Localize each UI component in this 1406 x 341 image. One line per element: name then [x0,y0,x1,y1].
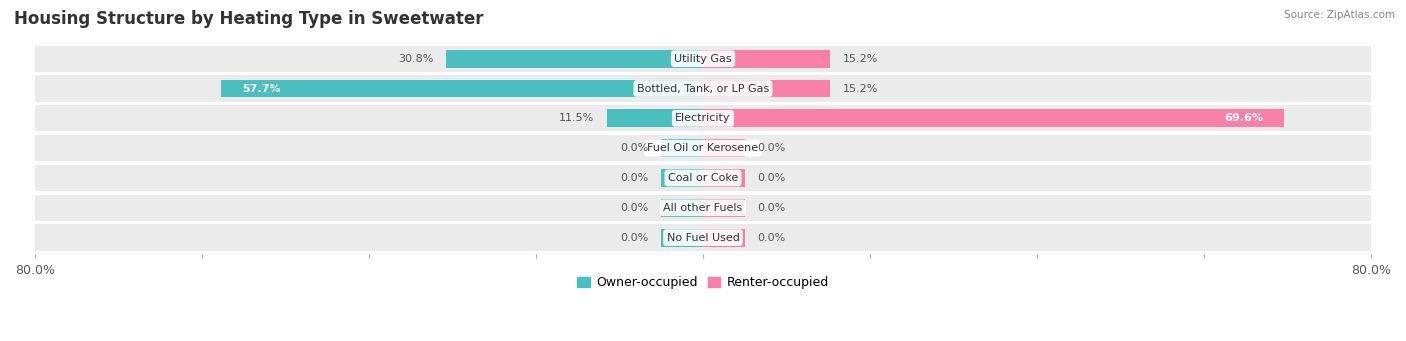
Bar [35,75,1371,102]
Bar [703,139,745,157]
Bar [703,79,830,98]
Bar [703,199,745,217]
Bar [607,109,703,127]
Text: Electricity: Electricity [675,113,731,123]
Text: 0.0%: 0.0% [758,173,786,183]
Text: 0.0%: 0.0% [620,143,648,153]
Bar [446,50,703,68]
Text: 0.0%: 0.0% [620,203,648,213]
Bar [221,79,703,98]
Text: No Fuel Used: No Fuel Used [666,233,740,243]
Text: Source: ZipAtlas.com: Source: ZipAtlas.com [1284,10,1395,20]
Bar [35,195,1371,221]
Text: 69.6%: 69.6% [1225,113,1263,123]
Bar [35,165,1371,191]
Bar [703,109,1284,127]
Text: 30.8%: 30.8% [398,54,433,64]
Text: All other Fuels: All other Fuels [664,203,742,213]
Bar [661,139,703,157]
Text: 11.5%: 11.5% [560,113,595,123]
Bar [35,135,1371,161]
Bar [703,229,745,247]
Text: Housing Structure by Heating Type in Sweetwater: Housing Structure by Heating Type in Swe… [14,10,484,28]
Legend: Owner-occupied, Renter-occupied: Owner-occupied, Renter-occupied [572,271,834,294]
Text: Fuel Oil or Kerosene: Fuel Oil or Kerosene [647,143,759,153]
Text: Utility Gas: Utility Gas [675,54,731,64]
Bar [661,169,703,187]
Text: Coal or Coke: Coal or Coke [668,173,738,183]
Bar [35,105,1371,131]
Bar [703,169,745,187]
Text: 0.0%: 0.0% [620,233,648,243]
Text: Bottled, Tank, or LP Gas: Bottled, Tank, or LP Gas [637,84,769,93]
Bar [703,50,830,68]
Text: 15.2%: 15.2% [842,54,877,64]
Bar [35,46,1371,72]
Bar [661,229,703,247]
Bar [661,199,703,217]
Text: 0.0%: 0.0% [620,173,648,183]
Text: 15.2%: 15.2% [842,84,877,93]
Text: 0.0%: 0.0% [758,233,786,243]
Text: 0.0%: 0.0% [758,143,786,153]
Bar [35,224,1371,251]
Text: 57.7%: 57.7% [242,84,281,93]
Text: 0.0%: 0.0% [758,203,786,213]
